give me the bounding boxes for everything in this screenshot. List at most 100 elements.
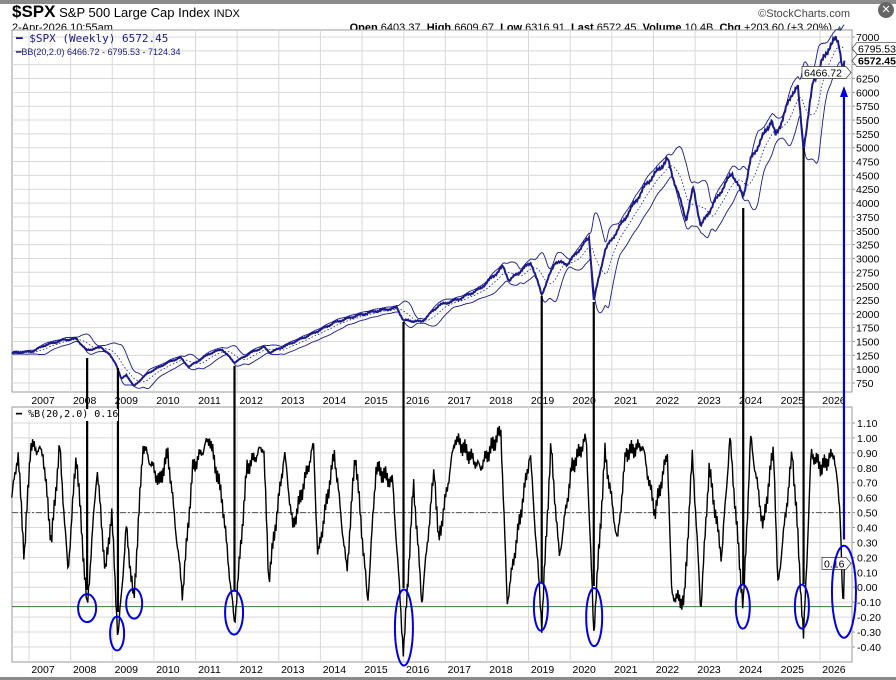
x-tick-label: 2011 (198, 395, 221, 407)
x-tick-label: 2024 (739, 664, 763, 676)
price-tick-label: 2000 (856, 309, 880, 321)
x-tick-label: 2012 (239, 395, 263, 407)
x-tick-label: 2007 (31, 664, 55, 676)
x-tick-label: 2015 (364, 395, 388, 407)
pctb-value-tag: 0.16 (821, 556, 852, 570)
price-line (11, 35, 846, 387)
price-tick-label: 4250 (856, 184, 880, 196)
x-tick-label: 2007 (31, 395, 55, 407)
x-tick-label: 2017 (448, 664, 472, 676)
pctb-tick-label: 0.70 (857, 478, 878, 490)
pctb-tick-label: 0.40 (857, 523, 878, 535)
x-tick-label: 2009 (115, 664, 139, 676)
pctb-tick-label: 1.10 (857, 418, 878, 430)
price-tick-label: 2250 (856, 295, 880, 307)
x-tick-label: 2022 (656, 395, 680, 407)
dip-ellipse (793, 583, 810, 630)
dip-ellipse (585, 587, 604, 648)
price-tick-label: 4500 (856, 170, 880, 182)
legend-bb-text: BB(20,2.0) 6466.72 - 6795.53 - 7124.34 (21, 47, 181, 57)
price-tick-label: 2750 (856, 267, 880, 279)
legend-bb-swatch: ━ (16, 47, 22, 57)
dip-ellipse (125, 587, 144, 620)
x-tick-label: 2010 (156, 664, 180, 676)
dip-ellipse (393, 588, 414, 667)
chart-title: $SPX S&P 500 Large Cap Index INDX (12, 3, 240, 21)
price-tick-label: 2500 (856, 281, 880, 293)
x-tick-label: 2026 (822, 395, 846, 407)
window-bottom-bar (0, 677, 896, 680)
bb-middle-band (11, 45, 845, 382)
pctb-tick-label: 0.10 (857, 567, 878, 579)
bb-lower-value-tag-text: 6466.72 (804, 68, 842, 80)
symbol: $SPX (12, 2, 56, 21)
x-tick-label: 2021 (614, 395, 638, 407)
x-tick-label: 2008 (73, 395, 97, 407)
price-tick-label: 7000 (856, 32, 880, 44)
x-tick-label: 2009 (115, 395, 139, 407)
pctb-tick-label: 0.90 (857, 448, 878, 460)
up-triangle-icon: ▲ (835, 23, 844, 33)
price-tick-label: 1000 (856, 364, 880, 376)
legend-pctb-text: %B(20,2.0) 0.16 (28, 409, 119, 420)
price-tick-label: 6000 (856, 87, 880, 99)
x-tick-label: 2022 (656, 664, 680, 676)
arrow-up-icon (839, 86, 848, 97)
bb-upper-value-tag-box (851, 41, 896, 55)
dip-ellipse (224, 589, 245, 636)
last-price-tag: 6572.45 (851, 54, 896, 68)
x-close-icon[interactable]: ✕ (878, 2, 894, 18)
pctb-tick-label: -0.30 (857, 627, 881, 639)
price-tick-label: 3250 (856, 240, 880, 252)
price-tick-label: 1750 (856, 323, 880, 335)
legend-bb: ━BB(20,2.0) 6466.72 - 6795.53 - 7124.34 (16, 47, 181, 58)
x-tick-label: 2016 (406, 664, 430, 676)
bb-upper-value-tag: 6795.53 (851, 41, 896, 55)
x-tick-label: 2026 (822, 664, 846, 676)
x-tick-label: 2010 (156, 395, 180, 407)
legend-pctb-swatch: ━ (16, 409, 23, 420)
legend-price-swatch: ━ (16, 32, 23, 45)
price-tick-label: 1250 (856, 350, 880, 362)
legend-pctb: ━ %B(20,2.0) 0.16 (16, 409, 119, 421)
symbol-name: S&P 500 Large Cap Index (59, 5, 210, 20)
legend-price: ━ $SPX (Weekly) 6572.45 (16, 33, 168, 45)
x-tick-label: 2023 (697, 395, 721, 407)
window-top-bar (0, 0, 896, 4)
x-tick-label: 2020 (573, 664, 597, 676)
price-tick-label: 5000 (856, 143, 880, 155)
dip-ellipse (734, 583, 751, 630)
x-tick-label: 2018 (489, 395, 513, 407)
x-tick-label: 2018 (489, 664, 513, 676)
dip-ellipse (109, 615, 126, 652)
bb-lower-value-tag: 6466.72 (801, 66, 852, 80)
pctb-value-tag-box (821, 556, 852, 570)
price-tick-label: 3000 (856, 253, 880, 265)
pctb-panel (11, 406, 853, 663)
pctb-tick-label: 0.00 (857, 582, 878, 594)
price-panel (11, 29, 853, 393)
price-tick-label: 1500 (856, 336, 880, 348)
price-tick-label: 5500 (856, 115, 880, 127)
x-tick-label: 2015 (364, 664, 388, 676)
last-price-tag-box (851, 54, 896, 68)
pctb-tick-label: 0.60 (857, 493, 878, 505)
x-tick-label: 2008 (73, 664, 97, 676)
last-price-tag-text: 6572.45 (858, 56, 896, 68)
bb-lower-band (11, 61, 845, 390)
pctb-tick-label: -0.10 (857, 597, 881, 609)
dip-ellipse (532, 581, 549, 632)
x-tick-label: 2019 (531, 664, 555, 676)
x-tick-label: 2014 (323, 395, 347, 407)
dip-ellipse (77, 593, 98, 624)
bb-upper-value-tag-text: 6795.53 (858, 43, 896, 55)
bb-lower-value-tag-box (801, 66, 852, 79)
x-tick-label: 2023 (697, 664, 721, 676)
price-tick-label: 5750 (856, 101, 880, 113)
pctb-tick-label: 0.50 (857, 508, 878, 520)
x-tick-label: 2014 (323, 664, 347, 676)
x-tick-label: 2024 (739, 395, 763, 407)
x-tick-label: 2017 (448, 395, 472, 407)
price-tick-label: 4000 (856, 198, 880, 210)
